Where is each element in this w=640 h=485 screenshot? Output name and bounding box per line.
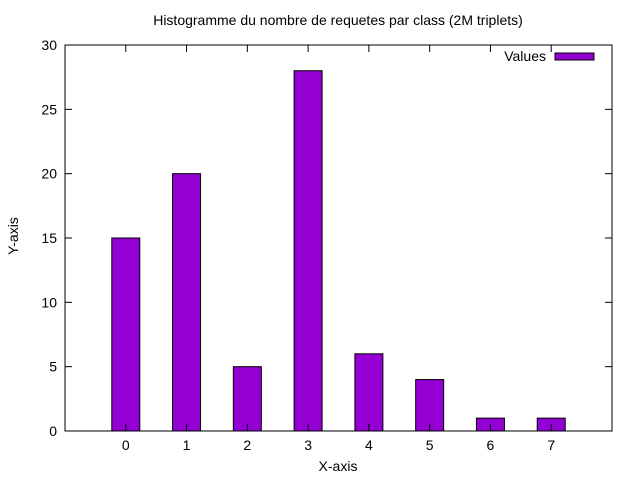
x-tick-label-4: 4	[365, 437, 373, 453]
y-tick-label-15: 15	[41, 230, 57, 246]
bar-1	[172, 173, 202, 432]
y-axis-label: Y-axis	[5, 217, 21, 255]
y-tick-label-5: 5	[49, 359, 57, 375]
y-tick-label-20: 20	[41, 166, 57, 182]
x-tick-label-7: 7	[547, 437, 555, 453]
y-tick-label-0: 0	[49, 423, 57, 439]
bar-3	[293, 70, 323, 432]
y-tick-label-25: 25	[41, 101, 57, 117]
x-tick-label-0: 0	[122, 437, 130, 453]
y-tick-label-10: 10	[41, 294, 57, 310]
bar-4	[354, 353, 384, 432]
x-tick-label-3: 3	[304, 437, 312, 453]
chart-axes: 0 5 10 15 20 25 30 0 1 2 3 4 5 6 7	[41, 37, 613, 453]
chart-title: Histogramme du nombre de requetes par cl…	[153, 12, 523, 28]
bar-2	[232, 366, 262, 432]
x-axis-label: X-axis	[319, 458, 358, 474]
x-tick-label-1: 1	[183, 437, 191, 453]
x-tick-label-2: 2	[243, 437, 251, 453]
plot-border	[64, 44, 613, 432]
bar-0	[111, 237, 141, 432]
y-tick-label-30: 30	[41, 37, 57, 53]
x-tick-label-5: 5	[426, 437, 434, 453]
legend-swatch	[554, 52, 595, 61]
chart-marks	[111, 70, 566, 432]
legend-label: Values	[504, 48, 546, 64]
chart-legend: Values	[504, 48, 595, 64]
bar-5	[415, 379, 445, 432]
x-tick-label-6: 6	[487, 437, 495, 453]
